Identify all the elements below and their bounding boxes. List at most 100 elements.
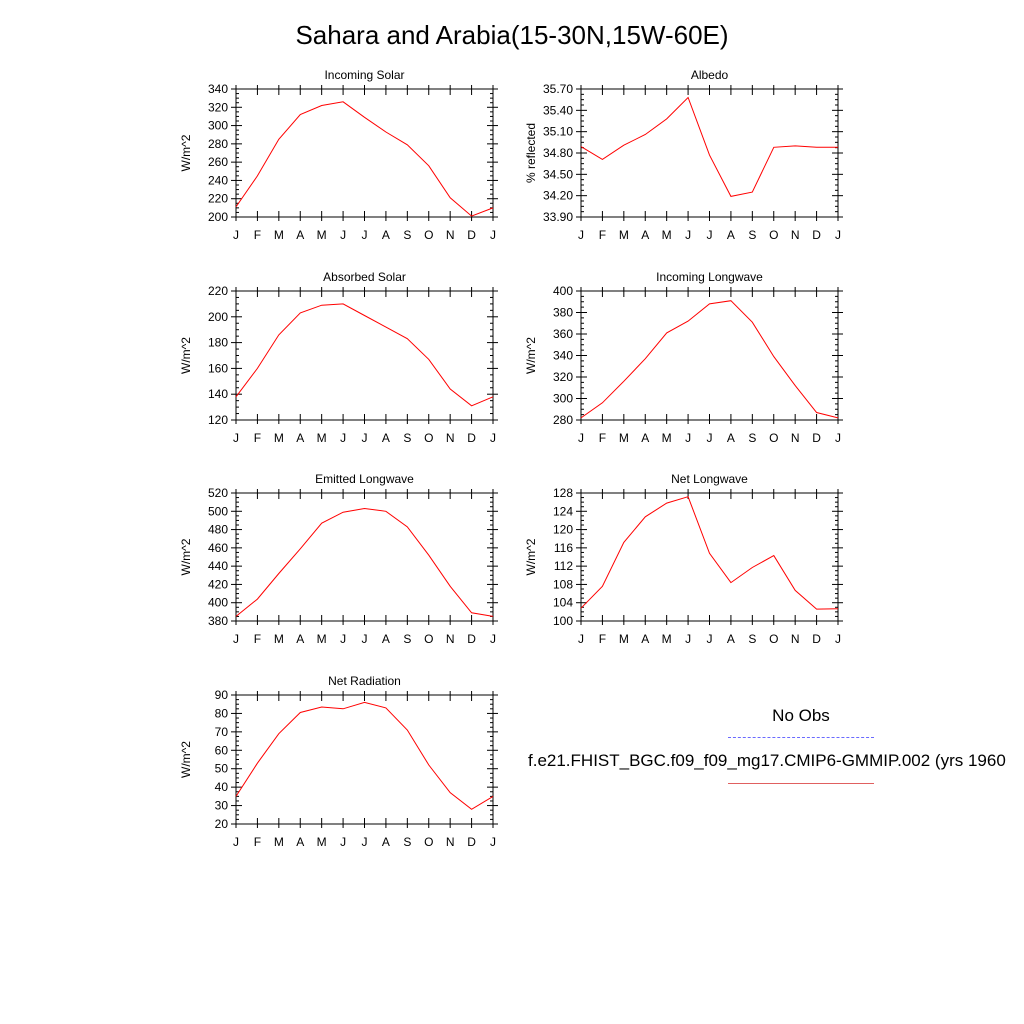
x-tick-label: S xyxy=(748,228,756,242)
x-tick-label: J xyxy=(707,228,713,242)
series-line xyxy=(235,701,494,810)
x-tick-label: D xyxy=(812,228,821,242)
x-tick-label: S xyxy=(403,835,411,849)
x-tick-label: M xyxy=(662,632,672,646)
x-tick-label: S xyxy=(403,632,411,646)
y-tick-label: 380 xyxy=(553,306,573,320)
x-tick-label: A xyxy=(727,431,735,445)
panel-frame xyxy=(580,492,839,622)
y-tick-label: 112 xyxy=(554,559,573,573)
y-tick-label: 34.20 xyxy=(543,189,573,203)
x-tick-label: O xyxy=(769,632,778,646)
x-tick-label: A xyxy=(727,228,735,242)
x-tick-label: S xyxy=(403,228,411,242)
y-tick-label: 20 xyxy=(215,817,229,831)
legend-model-label: f.e21.FHIST_BGC.f09_f09_mg17.CMIP6-GMMIP… xyxy=(528,751,1006,770)
y-tick-label: 280 xyxy=(553,413,573,427)
x-tick-label: N xyxy=(791,431,800,445)
y-tick-label: 400 xyxy=(553,284,573,298)
series-line xyxy=(580,300,839,419)
x-tick-label: M xyxy=(662,228,672,242)
y-tick-label: 33.90 xyxy=(543,210,573,224)
x-tick-label: N xyxy=(446,632,455,646)
x-tick-label: A xyxy=(641,228,649,242)
y-tick-label: 320 xyxy=(553,370,573,384)
x-tick-label: M xyxy=(274,835,284,849)
x-tick-label: A xyxy=(641,632,649,646)
panel-frame xyxy=(235,88,494,218)
x-tick-label: M xyxy=(317,228,327,242)
y-tick-label: 116 xyxy=(554,541,573,555)
y-tick-label: 220 xyxy=(208,192,228,206)
x-tick-label: A xyxy=(382,835,390,849)
y-tick-label: 50 xyxy=(215,762,229,776)
panel-4: J F M A M J J A S O N D J280300320340360380400Incomi… xyxy=(524,270,843,445)
y-tick-label: 200 xyxy=(208,310,228,324)
x-tick-label: O xyxy=(424,632,433,646)
x-tick-label: A xyxy=(382,431,390,445)
x-tick-label: J xyxy=(340,228,346,242)
y-tick-label: 124 xyxy=(553,504,573,518)
panel-title: Net Radiation xyxy=(328,674,401,688)
x-tick-label: S xyxy=(748,632,756,646)
x-tick-label: J xyxy=(835,431,841,445)
y-axis-label: W/m^2 xyxy=(524,337,538,374)
panel-title: Incoming Solar xyxy=(324,68,404,82)
x-tick-label: J xyxy=(578,632,584,646)
x-tick-label: J xyxy=(233,431,239,445)
y-tick-label: 280 xyxy=(208,137,228,151)
x-tick-label: J xyxy=(362,431,368,445)
y-axis-label: % reflected xyxy=(524,123,538,183)
x-tick-label: M xyxy=(274,431,284,445)
y-tick-label: 35.40 xyxy=(543,103,573,117)
y-tick-label: 180 xyxy=(208,336,228,350)
panel-frame xyxy=(580,290,839,421)
panel-title: Absorbed Solar xyxy=(323,270,406,284)
x-tick-label: A xyxy=(296,835,304,849)
y-axis-label: W/m^2 xyxy=(524,538,538,575)
y-tick-label: 160 xyxy=(208,361,228,375)
x-tick-label: F xyxy=(599,431,606,445)
y-tick-label: 35.10 xyxy=(543,125,573,139)
series-line xyxy=(580,496,839,610)
x-tick-label: O xyxy=(424,228,433,242)
x-tick-label: F xyxy=(599,228,606,242)
x-tick-label: D xyxy=(467,632,476,646)
y-axis-label: W/m^2 xyxy=(179,538,193,575)
x-tick-label: M xyxy=(317,431,327,445)
y-tick-label: 300 xyxy=(553,392,573,406)
x-tick-label: N xyxy=(446,835,455,849)
x-tick-label: A xyxy=(641,431,649,445)
panel-3: J F M A M J J A S O N D J120140160180200220Absorbed … xyxy=(179,270,498,445)
x-tick-label: J xyxy=(685,228,691,242)
y-tick-label: 35.70 xyxy=(543,82,573,96)
x-tick-label: A xyxy=(296,228,304,242)
y-tick-label: 34.80 xyxy=(543,146,573,160)
x-tick-label: O xyxy=(424,835,433,849)
panel-6: J F M A M J J A S O N D J100104108112116120124128Net… xyxy=(524,472,843,646)
y-tick-label: 140 xyxy=(208,387,228,401)
x-tick-label: J xyxy=(233,632,239,646)
series-line xyxy=(235,101,494,217)
x-tick-label: J xyxy=(835,228,841,242)
series-line xyxy=(580,96,838,197)
x-tick-label: M xyxy=(662,431,672,445)
x-tick-label: J xyxy=(835,632,841,646)
y-tick-label: 360 xyxy=(553,327,573,341)
y-tick-label: 380 xyxy=(208,614,228,628)
y-tick-label: 300 xyxy=(208,119,228,133)
x-tick-label: D xyxy=(467,228,476,242)
y-tick-label: 120 xyxy=(553,523,573,537)
x-tick-label: D xyxy=(812,431,821,445)
x-tick-label: D xyxy=(812,632,821,646)
y-tick-label: 104 xyxy=(553,596,573,610)
y-tick-label: 80 xyxy=(215,706,229,720)
x-tick-label: J xyxy=(362,835,368,849)
y-tick-label: 220 xyxy=(208,284,228,298)
y-tick-label: 60 xyxy=(215,743,229,757)
y-tick-label: 34.50 xyxy=(543,167,573,181)
x-tick-label: J xyxy=(233,835,239,849)
x-tick-label: F xyxy=(254,228,261,242)
x-tick-label: F xyxy=(254,632,261,646)
